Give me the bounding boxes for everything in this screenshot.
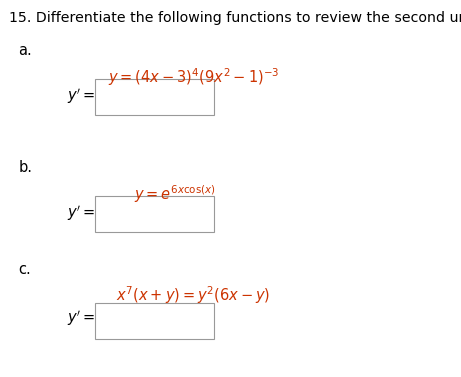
Text: $y = e^{6x \cos(x)}$: $y = e^{6x \cos(x)}$: [134, 183, 216, 205]
FancyBboxPatch shape: [95, 303, 214, 339]
Text: $y' =$: $y' =$: [67, 86, 95, 106]
Text: b.: b.: [18, 160, 32, 175]
Text: c.: c.: [18, 262, 31, 277]
Text: $x^7(x + y) = y^2(6x - y)$: $x^7(x + y) = y^2(6x - y)$: [117, 285, 271, 307]
Text: a.: a.: [18, 43, 32, 58]
Text: $y = (4x - 3)^4(9x^2 - 1)^{-3}$: $y = (4x - 3)^4(9x^2 - 1)^{-3}$: [108, 66, 279, 88]
FancyBboxPatch shape: [95, 196, 214, 232]
Text: $y' =$: $y' =$: [67, 203, 95, 223]
FancyBboxPatch shape: [95, 79, 214, 115]
Text: 15. Differentiate the following functions to review the second unit.: 15. Differentiate the following function…: [9, 11, 461, 25]
Text: $y' =$: $y' =$: [67, 309, 95, 328]
